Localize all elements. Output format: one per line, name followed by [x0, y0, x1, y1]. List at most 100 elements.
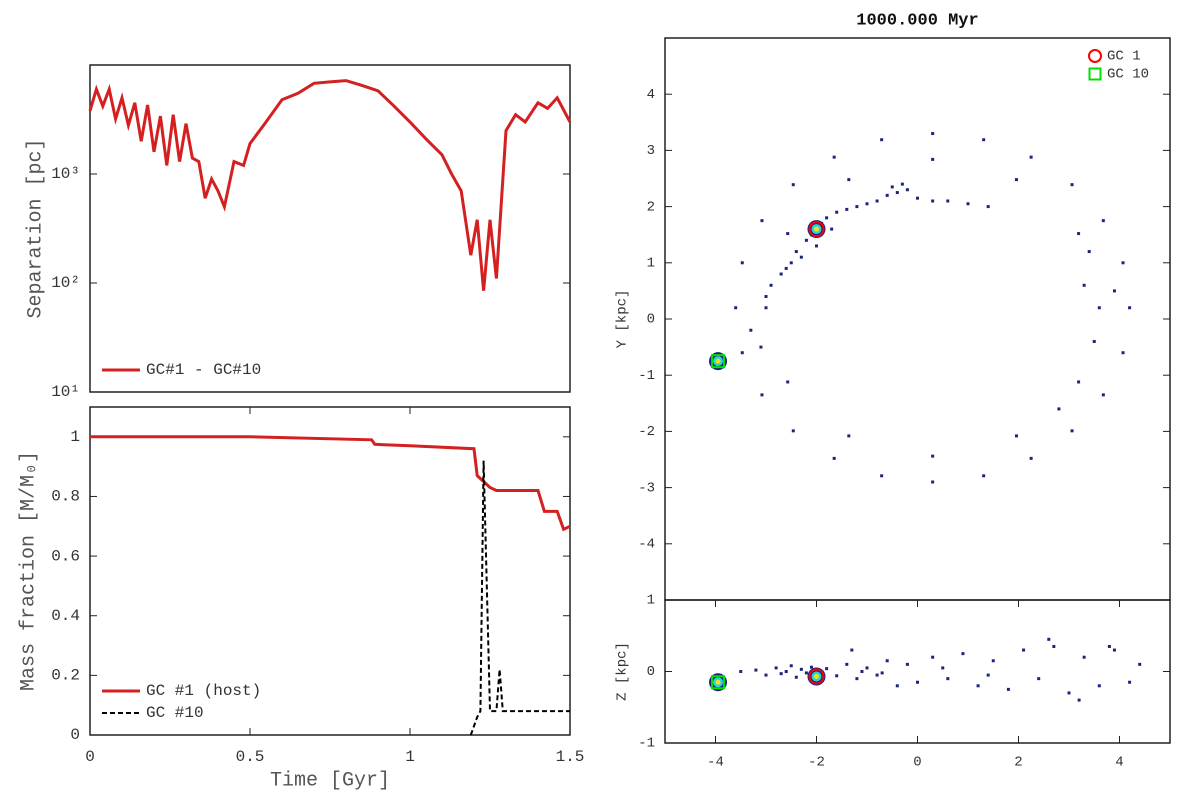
particle: [916, 680, 919, 684]
chart-title: 1000.000 Myr: [856, 11, 978, 30]
y-tick-label: -3: [638, 480, 655, 496]
particle: [769, 283, 773, 287]
particle: [794, 250, 798, 254]
particle: [982, 474, 986, 478]
particle: [832, 155, 836, 159]
particle: [1107, 644, 1111, 648]
y-tick-label: -4: [638, 537, 655, 553]
particle: [986, 673, 990, 677]
particle: [1112, 648, 1116, 652]
particle: [1121, 351, 1125, 355]
particle: [1057, 407, 1061, 411]
particle: [885, 193, 889, 197]
particle: [739, 670, 743, 673]
particle: [804, 671, 808, 675]
legend-label: GC#1 - GC#10: [146, 361, 261, 379]
particle: [789, 664, 793, 668]
y-tick-label: 2: [647, 199, 655, 215]
particle: [760, 219, 764, 223]
legend-label: GC #10: [146, 704, 204, 722]
series-line: [469, 460, 570, 736]
cluster-marker: [709, 673, 728, 692]
y-tick-label: -1: [638, 368, 655, 384]
y-axis-label: Y [kpc]: [615, 290, 631, 349]
particle: [804, 238, 808, 242]
particle: [1077, 380, 1081, 384]
particle: [1070, 429, 1074, 433]
particle: [1082, 283, 1086, 287]
particle: [759, 345, 763, 349]
particle: [1077, 698, 1081, 702]
particle: [986, 205, 990, 209]
y-tick-label: 10³: [51, 165, 80, 183]
particle: [1128, 306, 1132, 310]
y-tick-label: 0.6: [51, 547, 80, 565]
marker-outline: [808, 221, 825, 238]
particle: [760, 393, 764, 397]
x-tick-label: 0: [913, 755, 921, 771]
particle: [865, 202, 869, 206]
particle: [1006, 687, 1010, 691]
particle: [1047, 637, 1051, 641]
particle: [764, 295, 768, 299]
particle: [931, 454, 935, 458]
particle: [799, 667, 803, 671]
particle: [749, 328, 753, 332]
particle: [880, 671, 884, 675]
particle: [931, 480, 935, 484]
plot-frame: [664, 37, 1171, 601]
legend-label: GC 10: [1107, 67, 1149, 83]
particle: [794, 675, 798, 679]
particle: [830, 227, 834, 231]
y-axis-label: Separation [pc]: [24, 138, 47, 318]
particle: [832, 456, 836, 460]
marker-outline: [711, 354, 726, 369]
particle: [855, 205, 859, 209]
y-tick-label: -2: [638, 424, 655, 440]
particle: [885, 659, 889, 663]
legend-swatch: [1088, 49, 1102, 63]
particle: [1128, 680, 1132, 684]
particle: [982, 138, 986, 142]
particle: [1070, 183, 1074, 187]
particle: [1101, 393, 1105, 397]
plot-frame: [89, 406, 571, 736]
particle: [815, 244, 818, 248]
y-axis-label: Mass fraction [M/M₀]: [17, 451, 40, 691]
y-tick-label: 10²: [51, 274, 80, 292]
series-line: [90, 435, 571, 532]
y-tick-label: 3: [647, 143, 655, 159]
particle: [905, 662, 909, 666]
particle: [835, 210, 839, 214]
legend-swatch: [1088, 67, 1102, 81]
particle: [895, 191, 899, 195]
cluster-marker: [807, 667, 826, 686]
y-tick-label: 0: [647, 312, 655, 328]
particle: [740, 261, 744, 265]
particle: [1121, 261, 1125, 265]
x-tick-label: -2: [808, 755, 825, 771]
particle: [789, 261, 793, 265]
particle: [855, 677, 859, 681]
marker-outline: [711, 675, 726, 690]
x-tick-label: -4: [707, 755, 724, 771]
particle: [860, 670, 864, 673]
particle: [966, 202, 970, 206]
cluster-core: [715, 358, 721, 364]
cluster-core: [814, 226, 819, 232]
particle: [916, 196, 919, 200]
particle: [764, 673, 768, 677]
particle: [880, 138, 884, 142]
y-tick-label: 0: [647, 664, 655, 680]
cluster-core: [715, 679, 721, 685]
cluster-marker: [807, 220, 826, 239]
particle: [1052, 644, 1056, 648]
particle: [961, 652, 965, 656]
y-tick-label: 1: [647, 256, 655, 272]
plot-frame: [89, 64, 571, 393]
particle: [875, 199, 879, 203]
particle: [764, 306, 768, 310]
particle: [1082, 655, 1086, 659]
particle: [809, 665, 813, 669]
